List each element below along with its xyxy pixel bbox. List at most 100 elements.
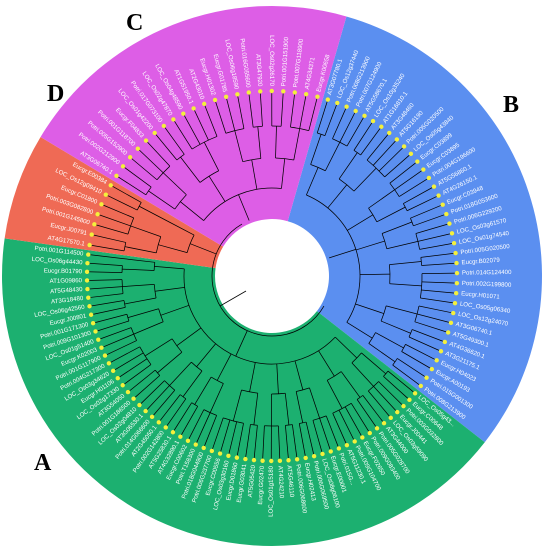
tree-branch	[275, 126, 277, 159]
tree-branch	[403, 203, 408, 211]
tree-branch	[173, 119, 193, 150]
tip-dot	[103, 192, 109, 197]
tree-branch	[180, 156, 201, 183]
leaf-label: Eucgr.B01790	[44, 267, 83, 275]
tree-branch	[127, 308, 159, 318]
tree-branch	[356, 399, 378, 429]
tree-branch	[154, 266, 185, 270]
tip-dot	[451, 310, 456, 316]
tree-branch	[154, 369, 161, 376]
tree-branch	[421, 272, 457, 275]
tree-branch	[127, 369, 156, 393]
leaf-label: Eucgr.H01071	[461, 290, 501, 301]
tree-branch	[366, 159, 385, 178]
tree-branch	[389, 283, 422, 287]
tree-branch	[294, 360, 304, 390]
tree-branch	[332, 413, 348, 446]
tree-branch	[368, 189, 395, 209]
tree-branch	[95, 320, 130, 332]
tree-branch	[236, 423, 244, 458]
tree-branch	[162, 172, 187, 196]
tip-dot	[114, 173, 119, 179]
tree-branch	[122, 258, 155, 263]
tree-branch	[338, 152, 358, 180]
tree-branch	[350, 403, 371, 434]
tree-branch	[232, 389, 242, 422]
tree-branch	[296, 387, 310, 392]
tree-branch	[414, 305, 420, 322]
root-branch	[219, 290, 247, 307]
tip-dot	[89, 232, 94, 237]
tree-branch	[101, 333, 134, 349]
tree-branch	[87, 286, 123, 290]
tree-branch	[154, 286, 185, 292]
tree-branch	[257, 126, 262, 159]
tree-branch	[225, 96, 236, 131]
tree-branch	[136, 202, 142, 211]
tree-branch	[378, 381, 404, 407]
tree-branch	[324, 102, 338, 136]
tree-branch	[325, 142, 341, 171]
tree-branch	[112, 352, 144, 372]
tree-branch	[196, 343, 217, 367]
tree-branch	[169, 361, 192, 386]
tip-dot	[370, 118, 376, 124]
tip-dot	[424, 375, 429, 380]
leaf-label: Eucgr.B02079	[461, 257, 500, 267]
tree-branch	[145, 186, 152, 195]
tree-branch	[110, 184, 142, 203]
tree-branch	[203, 142, 220, 171]
tip-dot	[426, 175, 432, 181]
tree-branch	[209, 383, 224, 413]
tip-dot	[315, 94, 320, 99]
tip-dot	[178, 434, 183, 439]
leaf-label: AT5G05420	[247, 464, 257, 498]
tip-dot	[85, 286, 90, 292]
tree-branch	[130, 225, 161, 237]
tip-dot	[251, 457, 257, 463]
tree-branch	[194, 376, 212, 405]
tip-dot	[412, 391, 418, 396]
tip-dot	[234, 455, 240, 460]
tree-branch	[420, 257, 423, 266]
tree-branch	[394, 169, 424, 191]
tree-branch	[88, 293, 124, 299]
tree-branch	[360, 126, 382, 156]
tree-branch	[191, 136, 218, 150]
tree-branch	[291, 424, 298, 460]
tip-dot	[367, 430, 372, 436]
tip-dot	[235, 92, 240, 97]
tree-branch	[325, 415, 340, 449]
tip-dot	[108, 183, 113, 188]
tree-branch	[172, 402, 192, 433]
tip-dot	[243, 456, 248, 462]
tip-dot	[269, 458, 274, 464]
tip-dot	[434, 358, 439, 363]
tree-branch	[127, 217, 135, 235]
tip-dot	[387, 130, 392, 136]
tip-dot	[277, 458, 283, 464]
tree-branch	[91, 307, 126, 316]
leaf-label: AT5G48430	[50, 286, 83, 295]
tree-branch	[156, 165, 171, 180]
tree-branch	[338, 178, 355, 192]
tree-branch	[242, 158, 261, 163]
tree-branch	[151, 389, 176, 418]
tree-branch	[88, 254, 124, 259]
tree-branch	[375, 332, 404, 349]
tip-dot	[381, 421, 387, 426]
tree-branch	[346, 322, 373, 339]
tree-branch	[228, 421, 238, 456]
tree-branch	[299, 94, 307, 129]
tip-dot	[429, 366, 435, 372]
tip-dot	[260, 458, 265, 463]
tip-dot	[135, 146, 141, 151]
leaf-label: LOC_Os01g15180	[268, 465, 275, 516]
tree-branch	[216, 353, 232, 381]
tree-branch	[378, 146, 405, 172]
tree-branch	[386, 241, 419, 250]
tree-branch	[346, 115, 365, 147]
leaf-label: LOC_Os02g26170	[268, 35, 275, 86]
leaf-labels: AT3G07780.1LOC_Os12g37440Potri.008G21390…	[32, 35, 513, 517]
